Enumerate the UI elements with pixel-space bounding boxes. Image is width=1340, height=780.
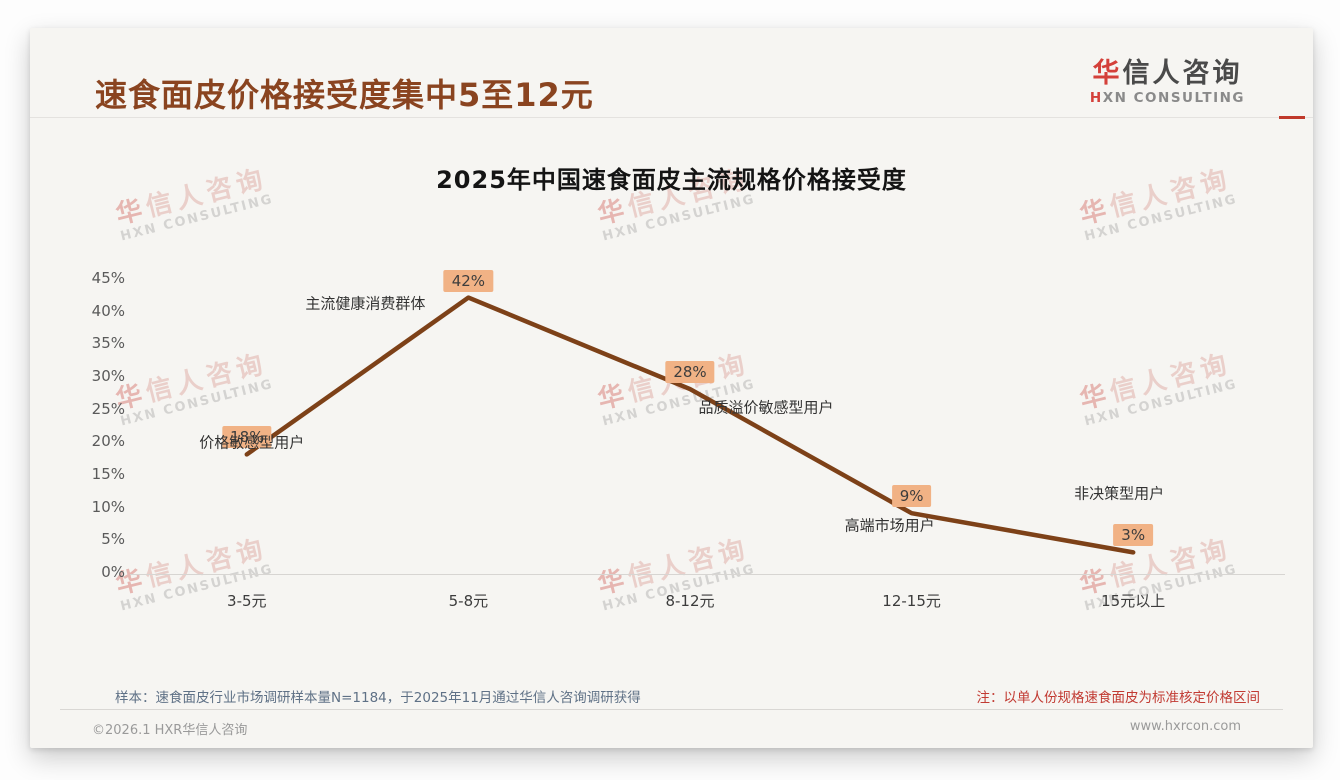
sample-note: 样本：速食面皮行业市场调研样本量N=1184，于2025年11月通过华信人咨询调… [115,690,641,706]
y-axis-tick-label: 35% [91,334,125,353]
data-point-label: 3% [1113,524,1154,547]
x-axis-line [130,574,1285,575]
y-axis-tick-label: 40% [91,301,125,320]
y-axis-tick-label: 45% [91,269,125,287]
x-axis-category-label: 3-5元 [227,592,267,610]
slide: 华信人咨询 HXN CONSULTING 华信人咨询 HXN CONSULTING 华信… [30,28,1313,748]
x-axis-category-label: 5-8元 [448,592,489,610]
trend-line [244,295,1136,555]
chart-title: 2025年中国速食面皮主流规格价格接受度 [436,166,907,194]
x-axis-category-label: 15元以上 [1101,592,1166,610]
page-title: 速食面皮价格接受度集中5至12元 [95,76,594,114]
footer-copyright: ©2026.1 HXR华信人咨询 [92,723,248,738]
y-axis-tick-label: 25% [91,399,125,418]
company-logo: 华信人咨询 HXN CONSULTING [1090,58,1245,106]
y-axis-tick-label: 20% [91,432,125,451]
logo-english-name: HXN CONSULTING [1089,90,1245,106]
footer-website: www.hxrcon.com [1129,719,1241,734]
annotation-label: 主流健康消费群体 [305,294,426,313]
x-axis-category-label: 12-15元 [882,592,941,610]
x-axis-category-label: 8-12元 [665,592,715,610]
annotation-label: 高端市场用户 [844,516,935,535]
annotation-label: 品质溢价敏感型用户 [698,398,834,417]
data-point-label: 42% [443,269,494,292]
y-axis-tick-label: 30% [91,367,125,385]
footer-divider [60,709,1283,710]
y-axis-tick-label: 15% [91,465,125,483]
y-axis-tick-label: 0% [101,563,125,581]
header-accent-mark [1279,116,1305,119]
y-axis-tick-label: 10% [91,497,125,516]
data-point-label: 9% [891,485,932,508]
header-divider [30,117,1313,118]
trend-line-chart [244,295,1136,555]
annotation-label: 价格敏感型用户 [199,433,305,452]
data-point-label: 28% [665,361,715,384]
pricing-note: 注：以单人份规格速食面皮为标准核定价格区间 [976,690,1261,706]
y-axis-tick-label: 5% [101,530,125,549]
annotation-label: 非决策型用户 [1074,484,1165,503]
data-point-label: 18% [222,426,272,449]
logo-chinese-name: 华信人咨询 [1092,58,1243,89]
